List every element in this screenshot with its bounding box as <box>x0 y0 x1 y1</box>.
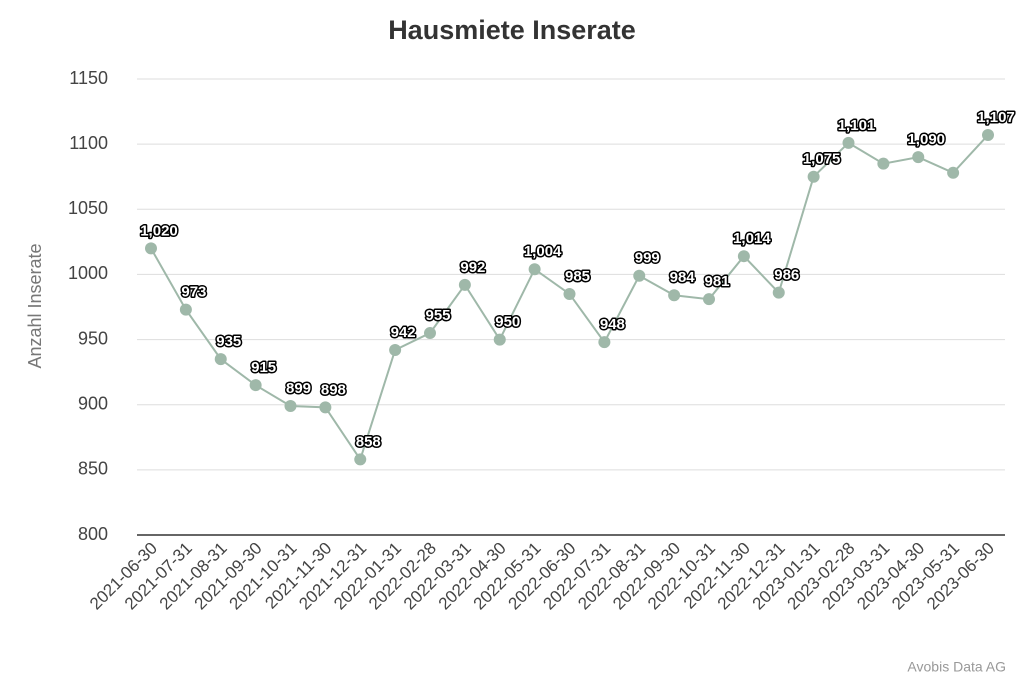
marker <box>493 333 506 346</box>
marker <box>947 166 960 179</box>
data-label: 899 <box>286 380 311 397</box>
marker <box>772 286 785 299</box>
marker <box>842 136 855 149</box>
marker <box>563 287 576 300</box>
marker <box>284 400 297 413</box>
data-label: 985 <box>565 268 590 285</box>
data-label: 942 <box>391 324 416 341</box>
data-label: 999 <box>635 250 660 267</box>
y-tick-label: 1150 <box>69 68 108 88</box>
data-label: 973 <box>181 284 206 301</box>
y-tick-label: 1000 <box>68 263 108 283</box>
data-label: 986 <box>774 267 799 284</box>
marker <box>598 336 611 349</box>
marker <box>179 303 192 316</box>
marker <box>633 269 646 282</box>
marker <box>389 343 402 356</box>
data-label: 1,014 <box>733 230 771 247</box>
marker <box>703 293 715 306</box>
marker <box>528 263 541 276</box>
marker <box>668 289 681 302</box>
data-label: 1,107 <box>977 109 1015 126</box>
y-tick-label: 1100 <box>69 133 108 153</box>
source: Avobis Data AG <box>907 659 1006 675</box>
data-label: 992 <box>460 259 485 276</box>
y-axis-label: Anzahl Inserate <box>25 243 45 368</box>
marker <box>214 353 227 366</box>
marker <box>319 401 332 414</box>
data-label: 1,101 <box>838 117 876 134</box>
marker <box>912 151 925 164</box>
data-label: 915 <box>251 359 276 376</box>
chart-title: Hausmiete Inserate <box>388 15 636 45</box>
data-label: 858 <box>356 433 381 450</box>
marker <box>145 242 157 255</box>
marker <box>737 250 750 263</box>
data-label: 935 <box>216 333 241 350</box>
marker <box>249 379 262 392</box>
data-label: 1,075 <box>803 151 841 168</box>
data-label: 984 <box>670 269 696 286</box>
marker <box>354 453 367 466</box>
data-label: 898 <box>321 381 346 398</box>
data-label: 1,090 <box>907 131 945 148</box>
marker <box>877 157 890 170</box>
y-tick-label: 850 <box>78 459 108 479</box>
marker <box>982 129 994 142</box>
data-label: 981 <box>704 273 729 290</box>
marker <box>458 278 471 291</box>
data-label: 1,004 <box>524 243 562 260</box>
data-label: 955 <box>425 307 450 324</box>
data-label: 1,020 <box>140 222 178 239</box>
y-tick-label: 950 <box>78 328 108 348</box>
y-tick-label: 1050 <box>68 198 108 218</box>
y-tick-label: 900 <box>78 393 108 413</box>
data-label: 950 <box>495 314 520 331</box>
marker <box>424 327 436 340</box>
marker <box>807 170 820 183</box>
data-label: 948 <box>600 316 625 333</box>
y-tick-label: 800 <box>78 524 108 544</box>
